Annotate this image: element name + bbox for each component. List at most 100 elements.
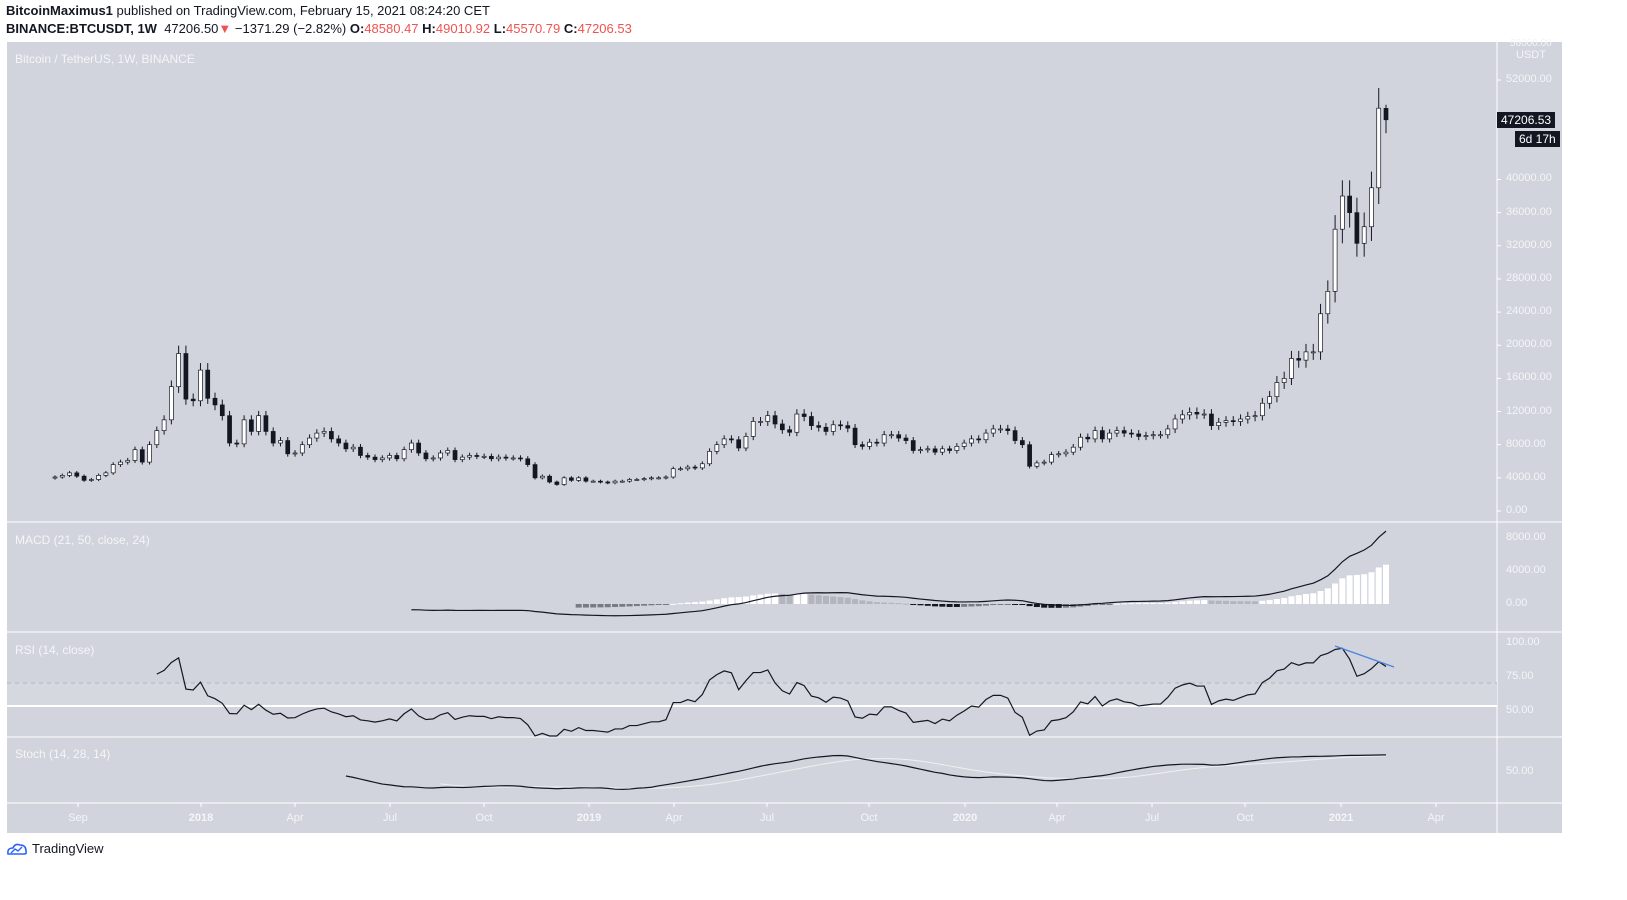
time-tick: Oct [860,812,878,824]
candle-body [401,449,407,460]
macd-histogram-bar [575,604,582,608]
tradingview-logo[interactable]: TradingView [6,841,104,856]
macd-histogram-bar [750,595,757,604]
macd-histogram-bar [786,594,793,604]
candle-body [219,404,225,417]
macd-histogram-bar [1026,604,1033,607]
candle-body [161,419,167,431]
candle-body [816,425,822,428]
symbol: BINANCE:BTCUSDT, 1W [6,21,157,36]
author[interactable]: BitcoinMaximus1 [6,3,113,18]
candle-body [1179,414,1185,420]
macd-histogram-bar [1099,604,1106,605]
macd-histogram-bar [582,604,589,608]
macd-histogram-bar [939,604,946,607]
candle-body [772,415,778,425]
time-tick: 2021 [1328,812,1354,824]
candle-body [256,415,262,432]
macd-histogram-bar [793,593,800,604]
candle-body [365,455,371,458]
candle-body [1289,358,1294,379]
candle-body [372,456,378,460]
candle-body [1027,444,1032,467]
candle-body [1129,432,1134,435]
candle-body [1012,430,1018,441]
close-label: C: [563,21,578,36]
currency-label: USDT [1516,49,1546,61]
macd-label[interactable]: MACD (21, 50, close, 24) [15,533,150,547]
macd-histogram-bar [612,604,619,608]
candle-body [576,477,582,481]
macd-histogram-bar [1332,583,1339,604]
candle-body [634,479,640,481]
candle-body [932,448,938,453]
candle-body [1281,378,1287,383]
macd-tick: 8000.00 [1506,530,1546,543]
candle-body [736,439,742,449]
candle-body [234,442,240,445]
macd-histogram-bar [1302,594,1309,604]
candle-body [518,457,523,460]
candle-body [1310,351,1316,354]
candle-body [387,455,392,459]
price-tick: 12000.00 [1506,404,1552,417]
candle-body [663,476,669,479]
macd-histogram-bar [881,602,888,604]
candle-body [1201,413,1207,416]
macd-histogram-bar [924,604,931,606]
time-tick: Jul [382,812,398,824]
candle-body [154,430,160,446]
macd-histogram-bar [946,604,953,607]
candle-body [721,438,727,446]
candle-body [925,448,931,451]
macd-histogram-bar [692,602,699,604]
macd-histogram-bar [997,604,1004,605]
candle-body [699,463,705,469]
candle-body [707,450,712,465]
low-value: 45570.79 [506,21,561,36]
macd-histogram-bar [633,604,640,607]
macd-histogram-bar [626,604,633,607]
macd-histogram-bar [648,604,655,606]
candle-body [329,431,334,440]
macd-histogram-bar [590,604,597,608]
macd-histogram-bar [728,597,735,604]
macd-histogram-bar [961,604,968,607]
price-tick: 52000.00 [1506,73,1552,86]
macd-histogram-bar [1019,604,1026,605]
rsi-label[interactable]: RSI (14, close) [15,643,95,657]
macd-histogram-bar [866,601,873,604]
candle-body [779,423,785,431]
macd-histogram-bar [822,595,829,604]
candle-body [343,442,349,450]
candle-body [649,477,654,480]
rsi-tick: 50.00 [1506,704,1534,716]
candle-body [52,476,58,479]
candle-body [1150,434,1156,437]
candle-body [969,438,974,444]
macd-histogram-bar [604,604,611,608]
rsi-line [156,647,1387,737]
macd-histogram-bar [1172,602,1179,604]
macd-histogram-bar [1012,604,1019,605]
low-label: L: [493,21,507,36]
ohlc-line: BINANCE:BTCUSDT, 1W 47206.50▼ −1371.29 (… [6,21,632,36]
candle-body [467,455,472,458]
macd-histogram-bar [837,596,844,604]
stoch-label[interactable]: Stoch (14, 28, 14) [15,747,111,761]
candle-body [212,397,218,406]
macd-histogram-bar [888,602,895,604]
candle-body [910,440,916,451]
bar-countdown: 6d 17h [1515,131,1560,147]
candle-body [1136,433,1142,437]
macd-histogram-bar [772,593,779,604]
macd-histogram-bar [1048,604,1055,608]
footer-brand: TradingView [32,841,104,856]
candle-body [830,424,836,432]
candle-body [1332,228,1338,292]
candle-body [445,450,451,454]
macd-histogram-bar [1252,601,1259,604]
macd-histogram-bar [968,604,975,607]
candle-body [569,477,574,481]
